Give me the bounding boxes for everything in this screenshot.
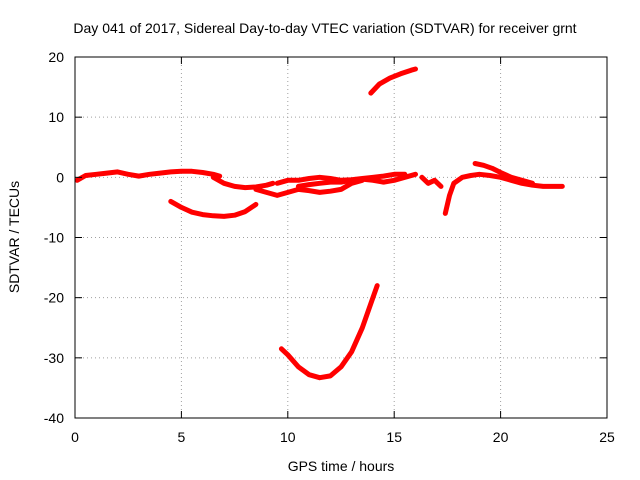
axis-ticks: 0 5 10 15 20 25 20 10 0 -10 -20 -30 -40: [44, 49, 615, 445]
series-arc-10: [442, 171, 565, 216]
y-tick-label: 20: [48, 49, 64, 65]
grid-lines: [75, 57, 607, 418]
series-arc-1: [74, 168, 223, 183]
y-tick-label: -10: [44, 230, 64, 246]
series-arc-2: [210, 174, 276, 191]
x-tick-label: 5: [178, 429, 186, 445]
y-axis-label: SDTVAR / TECUs: [6, 181, 22, 293]
chart-title: Day 041 of 2017, Sidereal Day-to-day VTE…: [73, 20, 576, 36]
data-series-group: [74, 66, 565, 381]
x-tick-label: 20: [493, 429, 509, 445]
x-tick-label: 10: [280, 429, 296, 445]
x-tick-label: 15: [386, 429, 402, 445]
series-arc-11: [472, 161, 535, 186]
series-arc-9: [419, 174, 444, 189]
y-tick-label: -30: [44, 350, 64, 366]
series-arc-6: [295, 171, 418, 189]
series-arc-8: [278, 283, 380, 381]
y-tick-label: -20: [44, 290, 64, 306]
y-tick-label: -40: [44, 410, 64, 426]
series-arc-4: [253, 177, 365, 198]
y-tick-label: 0: [56, 169, 64, 185]
series-arc-3: [168, 198, 259, 219]
x-tick-label: 0: [71, 429, 79, 445]
x-axis-label: GPS time / hours: [288, 458, 395, 474]
x-tick-label: 25: [599, 429, 615, 445]
y-tick-label: 10: [48, 109, 64, 125]
series-arc-7: [368, 66, 418, 96]
